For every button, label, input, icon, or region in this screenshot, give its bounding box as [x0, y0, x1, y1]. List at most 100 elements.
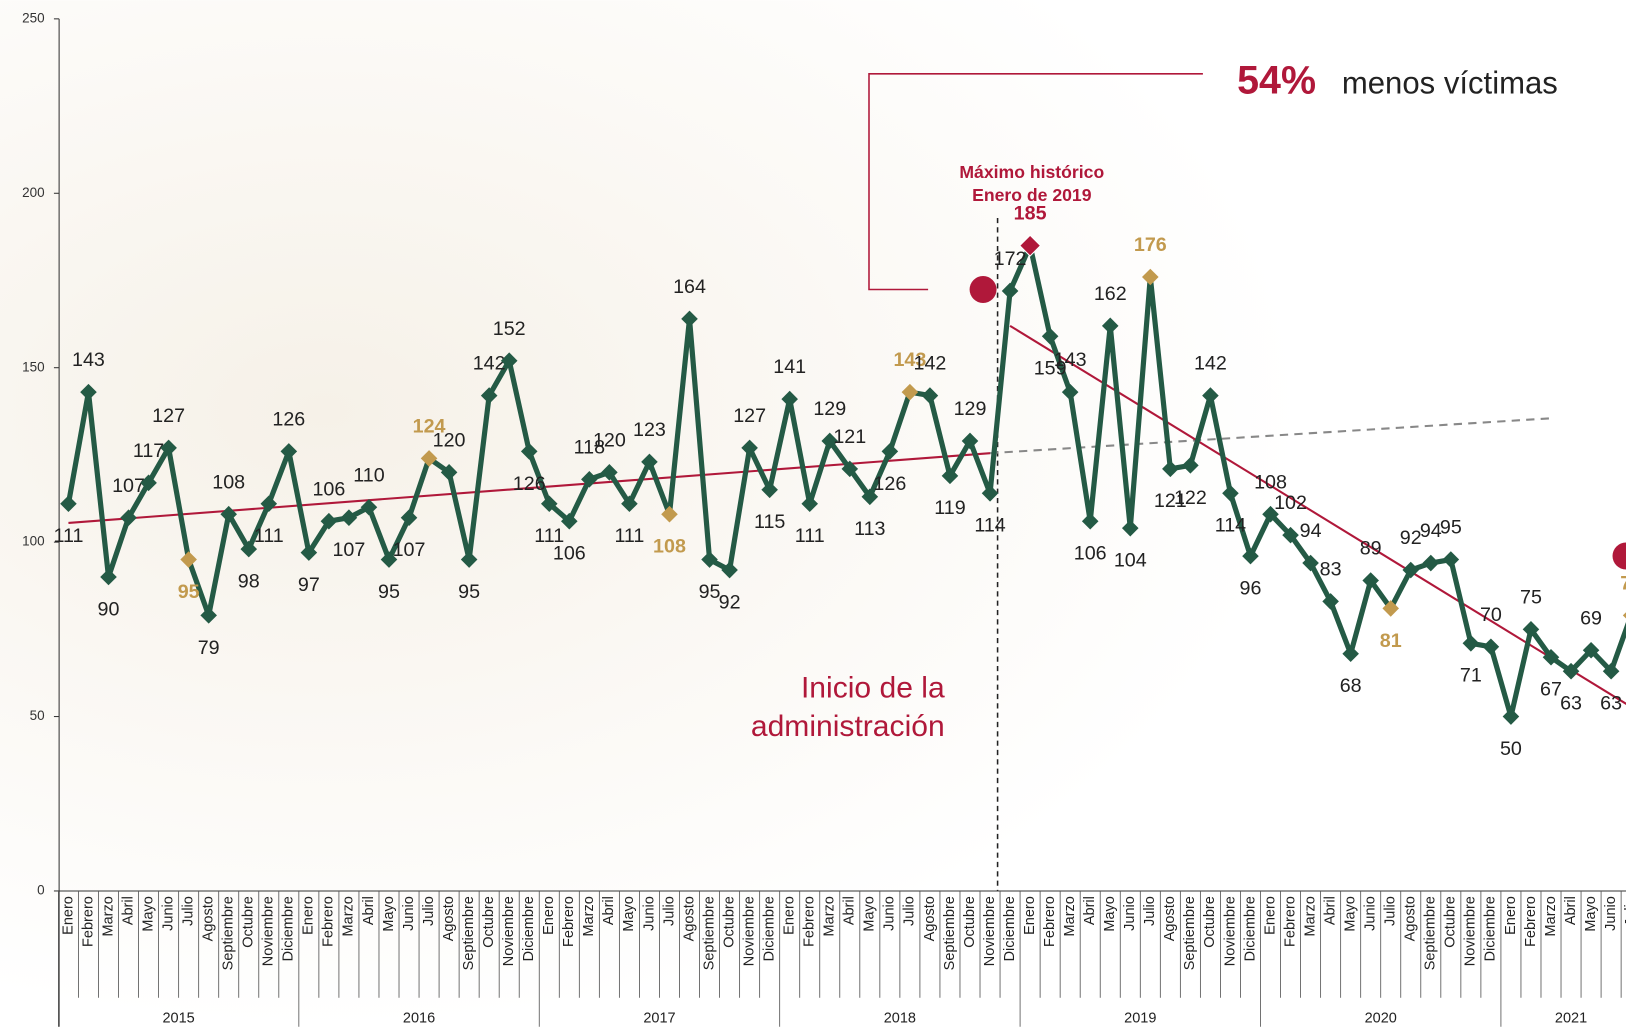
x-tick-label: Febrero: [321, 896, 337, 947]
data-label: 104: [1114, 550, 1147, 572]
chart: 54% menos víctimas Máximo histórico Ener…: [0, 0, 1626, 1027]
x-tick-label: Junio: [1122, 896, 1138, 931]
data-label: 95: [378, 581, 400, 603]
data-label: 143: [1054, 349, 1087, 371]
reduction-text: menos víctimas: [1342, 65, 1558, 100]
x-tick-label: Febrero: [561, 896, 577, 947]
data-label: 95: [178, 581, 200, 603]
x-tick-label: Mayo: [621, 896, 637, 931]
data-label: 110: [353, 464, 384, 486]
x-tick-label: Mayo: [1583, 896, 1599, 931]
x-tick-label: Julio: [1142, 896, 1158, 926]
data-label: 127: [733, 405, 766, 427]
x-tick-label: Junio: [160, 896, 176, 931]
x-tick-label: Abril: [601, 896, 617, 925]
x-tick-label: Octubre: [1202, 896, 1218, 948]
x-tick-label: Junio: [401, 896, 417, 931]
data-label: 95: [699, 581, 721, 603]
data-label: 141: [773, 356, 806, 378]
x-tick-label: Diciembre: [1483, 896, 1499, 961]
x-tick-label: Enero: [1022, 896, 1038, 935]
admin-label: Inicio de la: [801, 672, 945, 705]
data-label: 143: [72, 349, 105, 371]
data-label: 83: [1320, 559, 1342, 581]
data-label: 89: [1360, 538, 1382, 560]
data-label: 123: [633, 419, 666, 441]
x-tick-label: Junio: [1363, 896, 1379, 931]
x-tick-label: Marzo: [100, 896, 116, 936]
data-label: 69: [1580, 607, 1602, 629]
x-tick-label: Julio: [902, 896, 918, 926]
x-tick-label: Enero: [60, 896, 76, 935]
x-tick-label: Septiembre: [1182, 896, 1198, 970]
x-tick-label: Noviembre: [261, 896, 277, 966]
data-label: 108: [1254, 471, 1287, 493]
data-label: 79: [1620, 572, 1626, 594]
data-label: 63: [1560, 693, 1582, 715]
y-tick-label: 0: [37, 883, 45, 898]
data-label: 176: [1134, 234, 1167, 256]
data-label: 106: [312, 478, 345, 500]
data-label: 94: [1300, 520, 1322, 542]
data-label: 111: [254, 525, 284, 547]
data-label: 97: [298, 574, 320, 596]
year-label: 2019: [1124, 1010, 1156, 1026]
data-label: 164: [673, 276, 706, 298]
y-tick-label: 200: [22, 185, 44, 200]
data-label: 172: [994, 248, 1027, 270]
data-label: 114: [1215, 515, 1246, 537]
x-tick-label: Diciembre: [521, 896, 537, 961]
x-tick-label: Octubre: [241, 896, 257, 948]
data-label: 95: [458, 581, 480, 603]
data-label: 111: [53, 525, 83, 547]
data-label: 129: [954, 398, 987, 420]
x-tick-label: Abril: [1563, 896, 1579, 925]
x-tick-label: Noviembre: [1222, 896, 1238, 966]
x-tick-label: Agosto: [681, 896, 697, 941]
data-label: 95: [1440, 517, 1462, 539]
x-tick-label: Octubre: [1443, 896, 1459, 948]
x-tick-label: Septiembre: [221, 896, 237, 970]
data-label: 79: [198, 637, 220, 659]
data-label: 142: [914, 353, 947, 375]
x-tick-label: Octubre: [481, 896, 497, 948]
x-tick-label: Septiembre: [1423, 896, 1439, 970]
y-tick-label: 250: [22, 10, 44, 25]
x-tick-label: Enero: [301, 896, 317, 935]
x-tick-label: Enero: [1503, 896, 1519, 935]
x-tick-label: Abril: [361, 896, 377, 925]
x-tick-label: Julio: [421, 896, 437, 926]
x-tick-label: Agosto: [922, 896, 938, 941]
x-tick-label: Noviembre: [741, 896, 757, 966]
x-tick-label: Junio: [641, 896, 657, 931]
data-label: 102: [1274, 492, 1307, 514]
x-tick-label: Abril: [1322, 896, 1338, 925]
x-tick-label: Agosto: [441, 896, 457, 941]
data-label: 113: [854, 518, 885, 540]
data-label: 126: [513, 473, 546, 495]
year-label: 2015: [162, 1010, 194, 1026]
x-tick-label: Abril: [1082, 896, 1098, 925]
data-label: 115: [754, 511, 785, 533]
x-tick-label: Febrero: [80, 896, 96, 947]
data-label: 108: [212, 471, 245, 493]
data-label: 142: [473, 353, 506, 375]
data-label: 117: [133, 440, 164, 462]
x-tick-label: Enero: [1262, 896, 1278, 935]
data-label: 107: [393, 539, 426, 561]
year-label: 2016: [403, 1010, 435, 1026]
y-tick-label: 150: [22, 359, 44, 374]
year-label: 2018: [884, 1010, 916, 1026]
x-tick-label: Diciembre: [1242, 896, 1258, 961]
x-tick-label: Febrero: [1523, 896, 1539, 947]
data-label: 129: [813, 398, 846, 420]
x-tick-label: Mayo: [140, 896, 156, 931]
year-label: 2021: [1555, 1010, 1587, 1026]
x-tick-label: Septiembre: [942, 896, 958, 970]
x-tick-label: Agosto: [1403, 896, 1419, 941]
year-label: 2020: [1365, 1010, 1397, 1026]
data-label: 96: [1240, 577, 1262, 599]
data-label: 119: [934, 497, 965, 519]
data-label: 120: [433, 429, 466, 451]
data-label: 114: [974, 515, 1005, 537]
